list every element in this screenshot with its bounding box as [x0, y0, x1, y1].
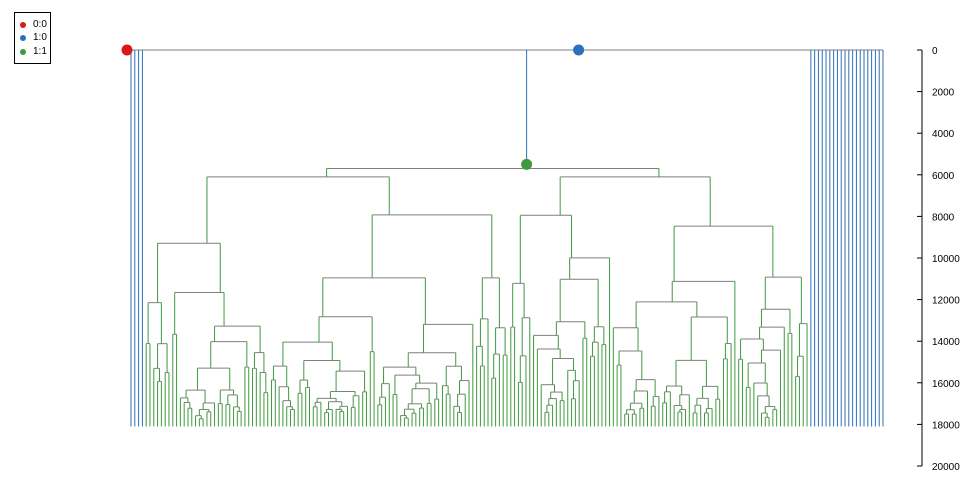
legend-item-1-0: 1:0 — [20, 32, 47, 44]
node-marker-1-0 — [573, 44, 585, 56]
y-axis: 0 2000 4000 6000 8000 10000 12000 14000 16000 180… — [917, 46, 960, 473]
y-tick-label: 2000 — [932, 88, 955, 99]
y-tick-label: 14000 — [932, 337, 960, 348]
node-markers — [121, 44, 585, 170]
tree-branches — [127, 49, 884, 427]
y-tick-label: 16000 — [932, 379, 960, 390]
y-tick-label: 4000 — [932, 129, 955, 140]
node-marker-1-1 — [521, 158, 533, 170]
y-tick-label: 10000 — [932, 254, 960, 265]
red-dot-icon — [20, 22, 26, 28]
legend: 0:0 1:0 1:1 — [14, 12, 51, 64]
y-tick-label: 18000 — [932, 420, 960, 431]
legend-label: 1:0 — [33, 32, 47, 43]
legend-item-0-0: 0:0 — [20, 19, 47, 31]
green-dot-icon — [20, 49, 26, 55]
y-tick-label: 8000 — [932, 212, 955, 223]
legend-label: 1:1 — [33, 46, 47, 57]
blue-dot-icon — [20, 35, 26, 41]
y-tick-label: 6000 — [932, 171, 955, 182]
legend-label: 0:0 — [33, 19, 47, 30]
y-tick-label: 12000 — [932, 296, 960, 307]
y-tick-label: 20000 — [932, 462, 960, 473]
node-marker-0-0 — [121, 44, 133, 56]
y-tick-label: 0 — [932, 46, 938, 57]
legend-item-1-1: 1:1 — [20, 46, 47, 58]
